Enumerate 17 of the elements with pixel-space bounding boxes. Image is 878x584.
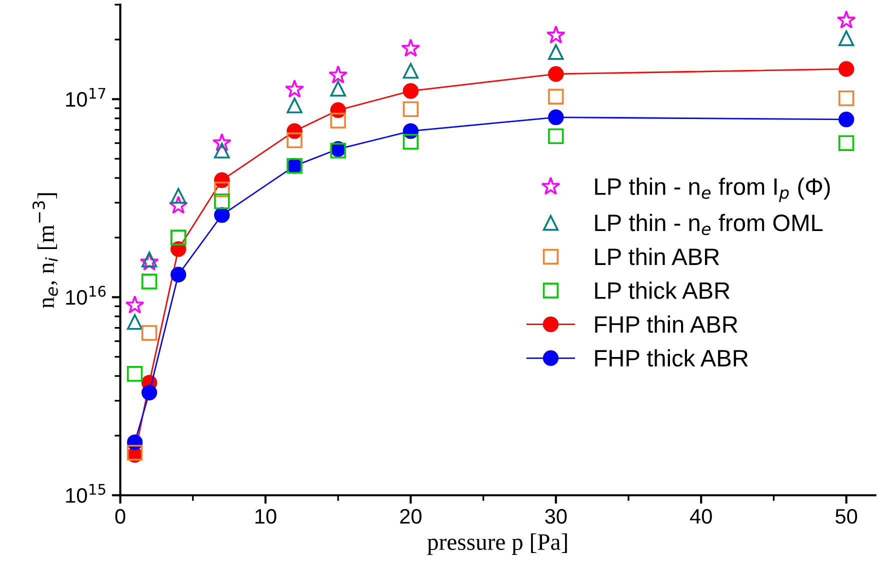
y-axis-title: n$_{e}$, n$_{i}$ [m$^{−3}$] xyxy=(32,193,58,308)
x-axis-title: pressure p [Pa] xyxy=(427,533,567,555)
legend-label: LP thin - n$_{e}$ from I$_{p}$ (Φ) xyxy=(595,178,830,202)
y-tick-label: 10$^{17}$ xyxy=(66,88,106,107)
x-tick-label: 10 xyxy=(255,508,276,524)
legend-label: LP thin ABR xyxy=(595,248,720,266)
x-tick-label: 0 xyxy=(115,508,126,524)
legend-label: FHP thin ABR xyxy=(595,315,738,333)
x-tick-label: 30 xyxy=(545,508,567,524)
legend-label: FHP thick ABR xyxy=(595,349,748,367)
x-tick-label: 40 xyxy=(690,508,712,524)
legend-label: LP thin - n$_{e}$ from OML xyxy=(595,214,823,236)
x-tick-label: 20 xyxy=(400,508,422,524)
legend-label: LP thick ABR xyxy=(595,282,730,299)
y-tick-label: 10$^{16}$ xyxy=(66,286,106,305)
x-tick-label: 50 xyxy=(836,508,858,524)
y-tick-label: 10$^{15}$ xyxy=(66,484,106,503)
